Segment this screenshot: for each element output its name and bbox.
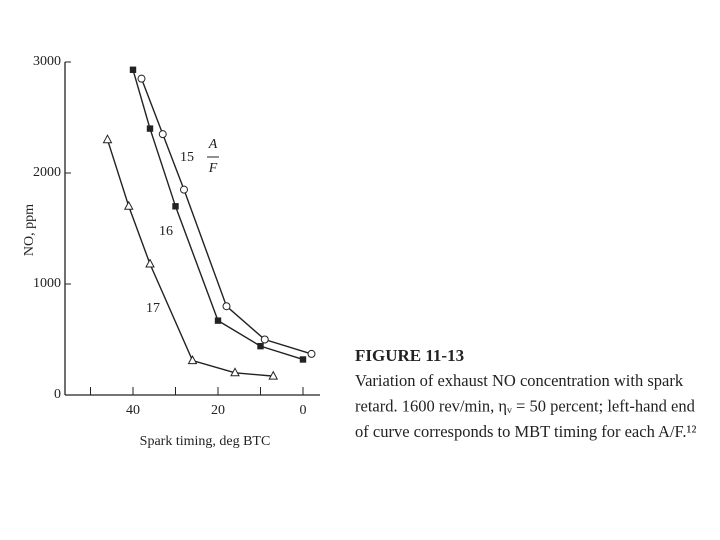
x-axis-label: Spark timing, deg BTC [140, 434, 271, 449]
series-label: 16 [159, 224, 173, 239]
marker [268, 370, 279, 380]
marker [299, 356, 307, 363]
marker [260, 335, 269, 344]
marker [257, 342, 264, 350]
marker [172, 203, 179, 210]
y-tick-label: 3000 [33, 54, 61, 69]
y-tick-label: 2000 [33, 165, 61, 180]
marker [129, 66, 137, 73]
x-tick-label: 40 [126, 403, 140, 418]
series-line [140, 78, 312, 355]
caption-line: retard. 1600 rev/min, ηᵥ = 50 percent; l… [355, 396, 696, 415]
y-tick-label: 1000 [33, 276, 61, 291]
marker [214, 317, 222, 324]
marker [230, 367, 240, 377]
series-line [106, 139, 274, 377]
series-label: 17 [146, 301, 160, 316]
y-tick-label: 0 [54, 387, 61, 402]
annotation-denominator: F [208, 161, 218, 176]
marker [145, 258, 155, 268]
caption-title: FIGURE 11-13 [355, 346, 464, 365]
marker [102, 134, 113, 144]
x-tick-label: 0 [300, 403, 307, 418]
marker [222, 302, 231, 311]
series-label: 15 [180, 150, 194, 165]
annotation-numerator: A [208, 137, 218, 152]
marker [187, 355, 198, 365]
marker [123, 200, 134, 210]
caption-line: of curve corresponds to MBT timing for e… [355, 422, 696, 441]
y-axis-label: NO, ppm [22, 204, 37, 256]
marker [137, 74, 146, 83]
caption-line: Variation of exhaust NO concentration wi… [355, 371, 684, 390]
marker [307, 349, 316, 358]
series-line [132, 69, 304, 361]
marker [180, 185, 188, 194]
marker [146, 125, 154, 132]
x-tick-label: 20 [211, 403, 225, 418]
marker [158, 130, 167, 139]
